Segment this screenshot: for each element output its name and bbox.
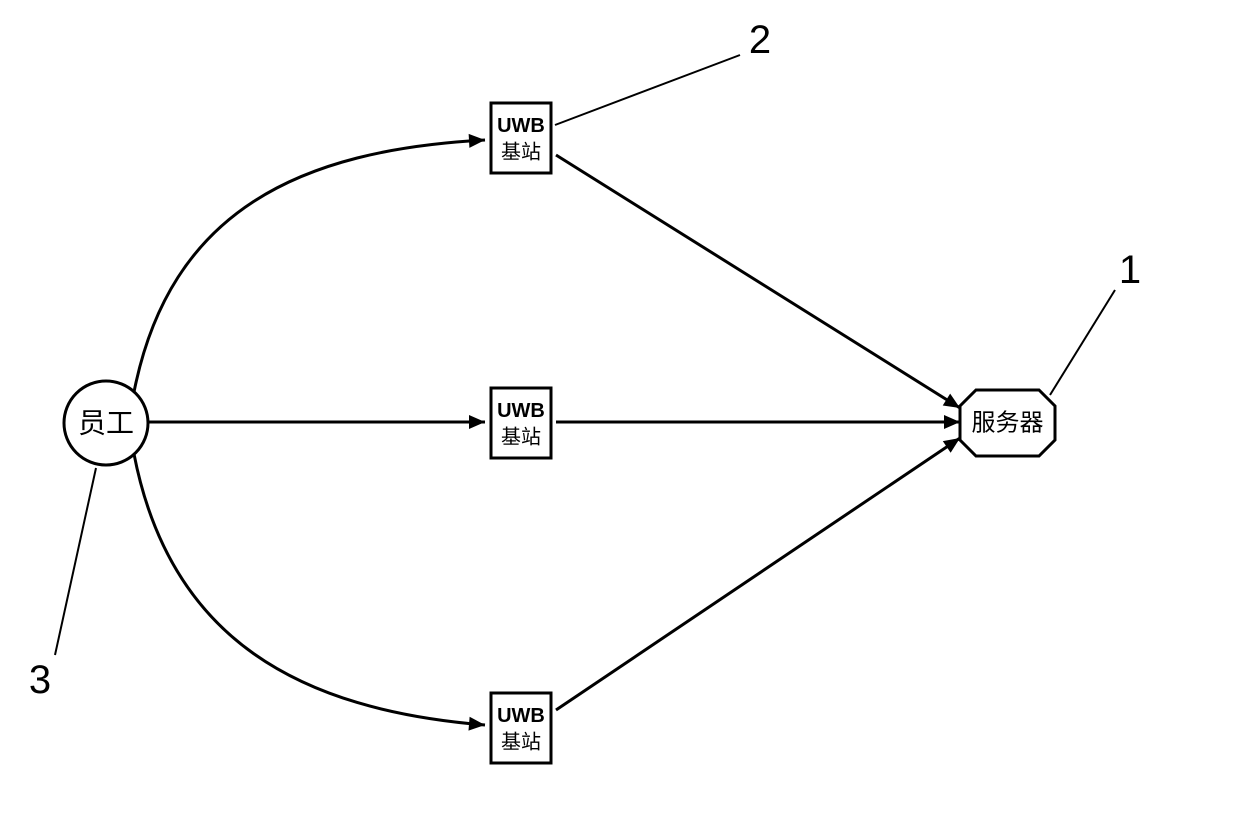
uwb-label-line2: 基站 <box>501 426 541 449</box>
arrow-employee-to-uwb-mid <box>148 415 485 429</box>
diagram-canvas: 员工UWB基站UWB基站UWB基站服务器123 <box>0 0 1240 814</box>
arrow-uwb-to-server-1 <box>556 415 960 429</box>
callout-2: 2 <box>555 18 771 125</box>
uwb-node-0: UWB 基站 <box>491 103 551 173</box>
uwb-label-line2: 基站 <box>501 141 541 164</box>
server-node: 服务器 <box>960 390 1055 456</box>
employee-label: 员工 <box>78 408 134 439</box>
uwb-label-line1: UWB <box>497 400 545 422</box>
uwb-label-line1: UWB <box>497 115 545 137</box>
arrow-uwb-to-server-0 <box>556 155 960 408</box>
callout-3: 3 <box>29 468 96 702</box>
callout-number: 1 <box>1119 248 1141 292</box>
uwb-label-line1: UWB <box>497 705 545 727</box>
arrow-uwb-to-server-2 <box>556 438 960 710</box>
uwb-label-line2: 基站 <box>501 731 541 754</box>
callout-number: 2 <box>749 18 771 62</box>
callout-1: 1 <box>1050 248 1141 395</box>
callout-number: 3 <box>29 658 51 702</box>
arrow-employee-to-uwb-top <box>134 134 485 392</box>
arrow-employee-to-uwb-bottom <box>134 454 485 731</box>
uwb-node-1: UWB 基站 <box>491 388 551 458</box>
uwb-node-2: UWB 基站 <box>491 693 551 763</box>
employee-node: 员工 <box>64 381 148 465</box>
server-label: 服务器 <box>972 410 1044 437</box>
